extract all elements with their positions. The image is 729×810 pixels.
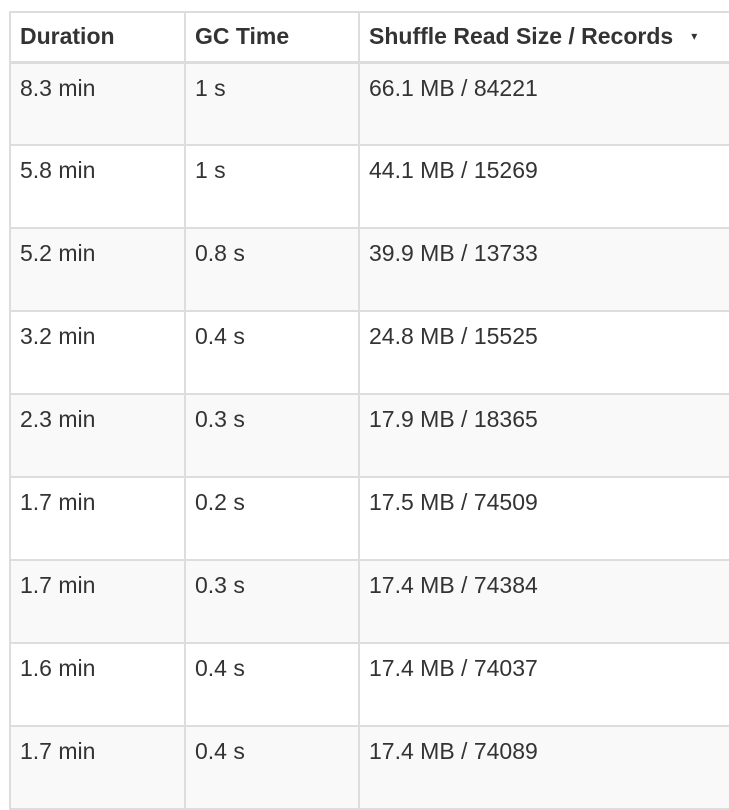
column-header-gc-time[interactable]: GC Time [184, 11, 360, 64]
cell-duration: 5.2 min [9, 227, 186, 312]
cell-duration: 2.3 min [9, 393, 186, 478]
cell-shuffle-read: 17.4 MB / 74089 [358, 725, 729, 810]
cell-gc-time: 0.3 s [184, 559, 360, 644]
cell-shuffle-read: 44.1 MB / 15269 [358, 144, 729, 229]
table-row: 3.2 min 0.4 s 24.8 MB / 15525 [9, 310, 729, 395]
table-row: 1.7 min 0.4 s 17.4 MB / 74089 [9, 725, 729, 810]
cell-shuffle-read: 17.4 MB / 74384 [358, 559, 729, 644]
tasks-table: Duration GC Time Shuffle Read Size / Rec… [9, 11, 729, 810]
cell-duration: 1.7 min [9, 476, 186, 561]
column-header-label: Duration [20, 23, 115, 49]
cell-shuffle-read: 17.9 MB / 18365 [358, 393, 729, 478]
cell-duration: 3.2 min [9, 310, 186, 395]
sort-descending-icon[interactable]: ▾ [691, 28, 698, 43]
column-header-label: GC Time [195, 23, 290, 49]
table-row: 1.7 min 0.3 s 17.4 MB / 74384 [9, 559, 729, 644]
cell-duration: 1.7 min [9, 559, 186, 644]
cell-gc-time: 0.4 s [184, 642, 360, 727]
cell-shuffle-read: 66.1 MB / 84221 [358, 61, 729, 146]
cell-gc-time: 1 s [184, 61, 360, 146]
column-header-shuffle-read[interactable]: Shuffle Read Size / Records ▾ [358, 11, 729, 64]
header-row: Duration GC Time Shuffle Read Size / Rec… [9, 11, 729, 64]
cell-shuffle-read: 24.8 MB / 15525 [358, 310, 729, 395]
cell-gc-time: 0.3 s [184, 393, 360, 478]
table-body: 8.3 min 1 s 66.1 MB / 84221 5.8 min 1 s 44.1 … [9, 61, 729, 810]
cell-duration: 1.7 min [9, 725, 186, 810]
cell-shuffle-read: 39.9 MB / 13733 [358, 227, 729, 312]
cell-duration: 5.8 min [9, 144, 186, 229]
table-row: 1.7 min 0.2 s 17.5 MB / 74509 [9, 476, 729, 561]
table-row: 2.3 min 0.3 s 17.9 MB / 18365 [9, 393, 729, 478]
table-header: Duration GC Time Shuffle Read Size / Rec… [9, 11, 729, 64]
column-header-duration[interactable]: Duration [9, 11, 186, 64]
cell-shuffle-read: 17.4 MB / 74037 [358, 642, 729, 727]
table-row: 8.3 min 1 s 66.1 MB / 84221 [9, 61, 729, 146]
cell-shuffle-read: 17.5 MB / 74509 [358, 476, 729, 561]
cell-gc-time: 0.2 s [184, 476, 360, 561]
cell-gc-time: 1 s [184, 144, 360, 229]
cell-gc-time: 0.8 s [184, 227, 360, 312]
table-row: 5.8 min 1 s 44.1 MB / 15269 [9, 144, 729, 229]
table-row: 5.2 min 0.8 s 39.9 MB / 13733 [9, 227, 729, 312]
column-header-label: Shuffle Read Size / Records [369, 23, 674, 49]
cell-gc-time: 0.4 s [184, 310, 360, 395]
cell-duration: 8.3 min [9, 61, 186, 146]
cell-gc-time: 0.4 s [184, 725, 360, 810]
cell-duration: 1.6 min [9, 642, 186, 727]
table-row: 1.6 min 0.4 s 17.4 MB / 74037 [9, 642, 729, 727]
